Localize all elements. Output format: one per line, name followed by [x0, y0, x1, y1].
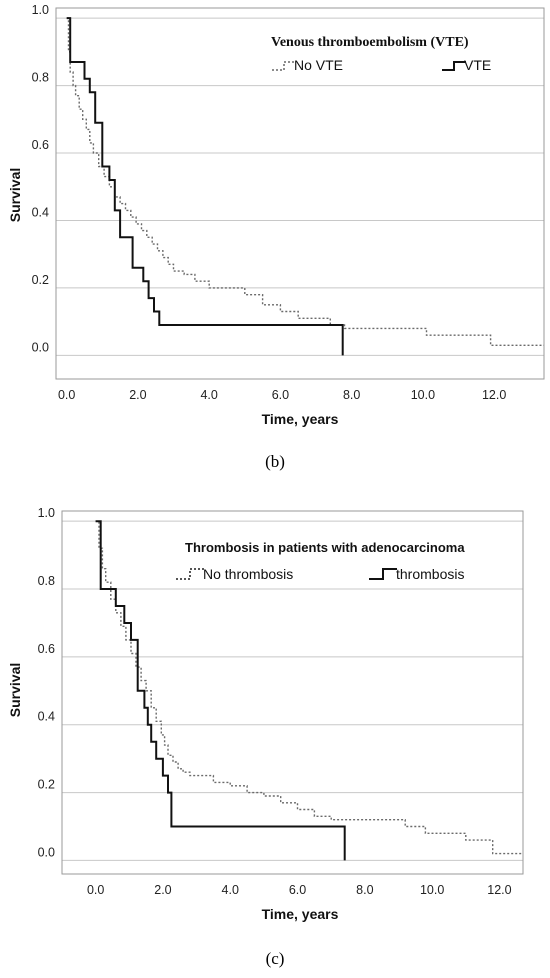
plot-frame-c: [61, 510, 524, 875]
x-ticks-c: 0.0 2.0 4.0 6.0 8.0 10.0 12.0: [87, 883, 512, 897]
x-ticks-b: 0.0 2.0 4.0 6.0 8.0 10.0 12.0: [58, 388, 506, 402]
y-tick-label-b-2: 0.4: [32, 205, 49, 219]
legend-label-no-thrombosis: No thrombosis: [203, 566, 293, 582]
series-group-b: [66, 17, 544, 356]
series-line-c-no-thrombosis: [95, 520, 523, 855]
x-tick-label-c-3: 6.0: [289, 883, 306, 897]
legend-c: Thrombosis in patients with adenocarcino…: [176, 540, 465, 582]
x-tick-label-c-0: 0.0: [87, 883, 104, 897]
legend-label-no-vte: No VTE: [294, 57, 343, 73]
legend-swatch-dotted-c: [176, 568, 204, 580]
legend-swatch-solid-c: [369, 568, 397, 580]
y-axis-label-b: Survival: [7, 168, 23, 222]
x-tick-label-b-0: 0.0: [58, 388, 75, 402]
y-tick-label-c-5: 1.0: [38, 506, 55, 520]
x-tick-label-c-4: 8.0: [356, 883, 373, 897]
x-axis-label-c: Time, years: [262, 906, 339, 922]
x-tick-label-b-3: 6.0: [272, 388, 289, 402]
legend-swatch-dotted-b: [272, 61, 296, 71]
panel-label-b: (b): [265, 452, 285, 471]
y-tick-label-c-3: 0.6: [38, 642, 55, 656]
x-tick-label-b-6: 12.0: [482, 388, 506, 402]
y-ticks-b: 0.0 0.2 0.4 0.6 0.8 1.0: [32, 3, 49, 354]
x-tick-label-c-2: 4.0: [222, 883, 239, 897]
grid-lines-b: [56, 17, 544, 356]
legend-label-thrombosis: thrombosis: [396, 566, 464, 582]
legend-swatch-solid-b: [442, 61, 466, 71]
y-ticks-c: 0.0 0.2 0.4 0.6 0.8 1.0: [38, 506, 55, 859]
y-tick-label-c-4: 0.8: [38, 574, 55, 588]
chart-panel-b: 0.0 0.2 0.4 0.6 0.8 1.0 0.0 2.0 4.0 6.0 8.0 10.0 12…: [7, 3, 545, 471]
x-tick-label-c-5: 10.0: [420, 883, 444, 897]
y-tick-label-b-1: 0.2: [32, 273, 49, 287]
chart-panel-c: 0.0 0.2 0.4 0.6 0.8 1.0 0.0 2.0 4.0 6.0 8.0 10.0 12…: [7, 506, 524, 968]
series-line-b-no-vte: [66, 17, 544, 346]
x-axis-label-b: Time, years: [262, 411, 339, 427]
y-tick-label-b-0: 0.0: [32, 340, 49, 354]
y-axis-label-c: Survival: [7, 663, 23, 717]
legend-label-vte: VTE: [464, 57, 491, 73]
legend-title-b: Venous thromboembolism (VTE): [271, 35, 469, 50]
x-tick-label-b-5: 10.0: [411, 388, 435, 402]
legend-title-c: Thrombosis in patients with adenocarcino…: [185, 540, 465, 555]
x-tick-label-b-2: 4.0: [200, 388, 217, 402]
y-tick-label-b-5: 1.0: [32, 3, 49, 17]
y-tick-label-c-2: 0.4: [38, 710, 55, 724]
series-line-b-vte: [66, 17, 344, 356]
plot-frame-b: [55, 7, 545, 380]
panel-label-c: (c): [266, 949, 285, 968]
x-tick-label-b-4: 8.0: [343, 388, 360, 402]
y-tick-label-b-3: 0.6: [32, 138, 49, 152]
x-tick-label-b-1: 2.0: [129, 388, 146, 402]
x-tick-label-c-6: 12.0: [487, 883, 511, 897]
series-group-c: [95, 520, 523, 861]
series-line-c-thrombosis: [95, 520, 346, 861]
grid-lines-c: [62, 520, 523, 861]
y-tick-label-c-1: 0.2: [38, 778, 55, 792]
y-tick-label-b-4: 0.8: [32, 71, 49, 85]
legend-b: Venous thromboembolism (VTE) No VTE VTE: [271, 35, 491, 73]
y-tick-label-c-0: 0.0: [38, 845, 55, 859]
x-tick-label-c-1: 2.0: [154, 883, 171, 897]
